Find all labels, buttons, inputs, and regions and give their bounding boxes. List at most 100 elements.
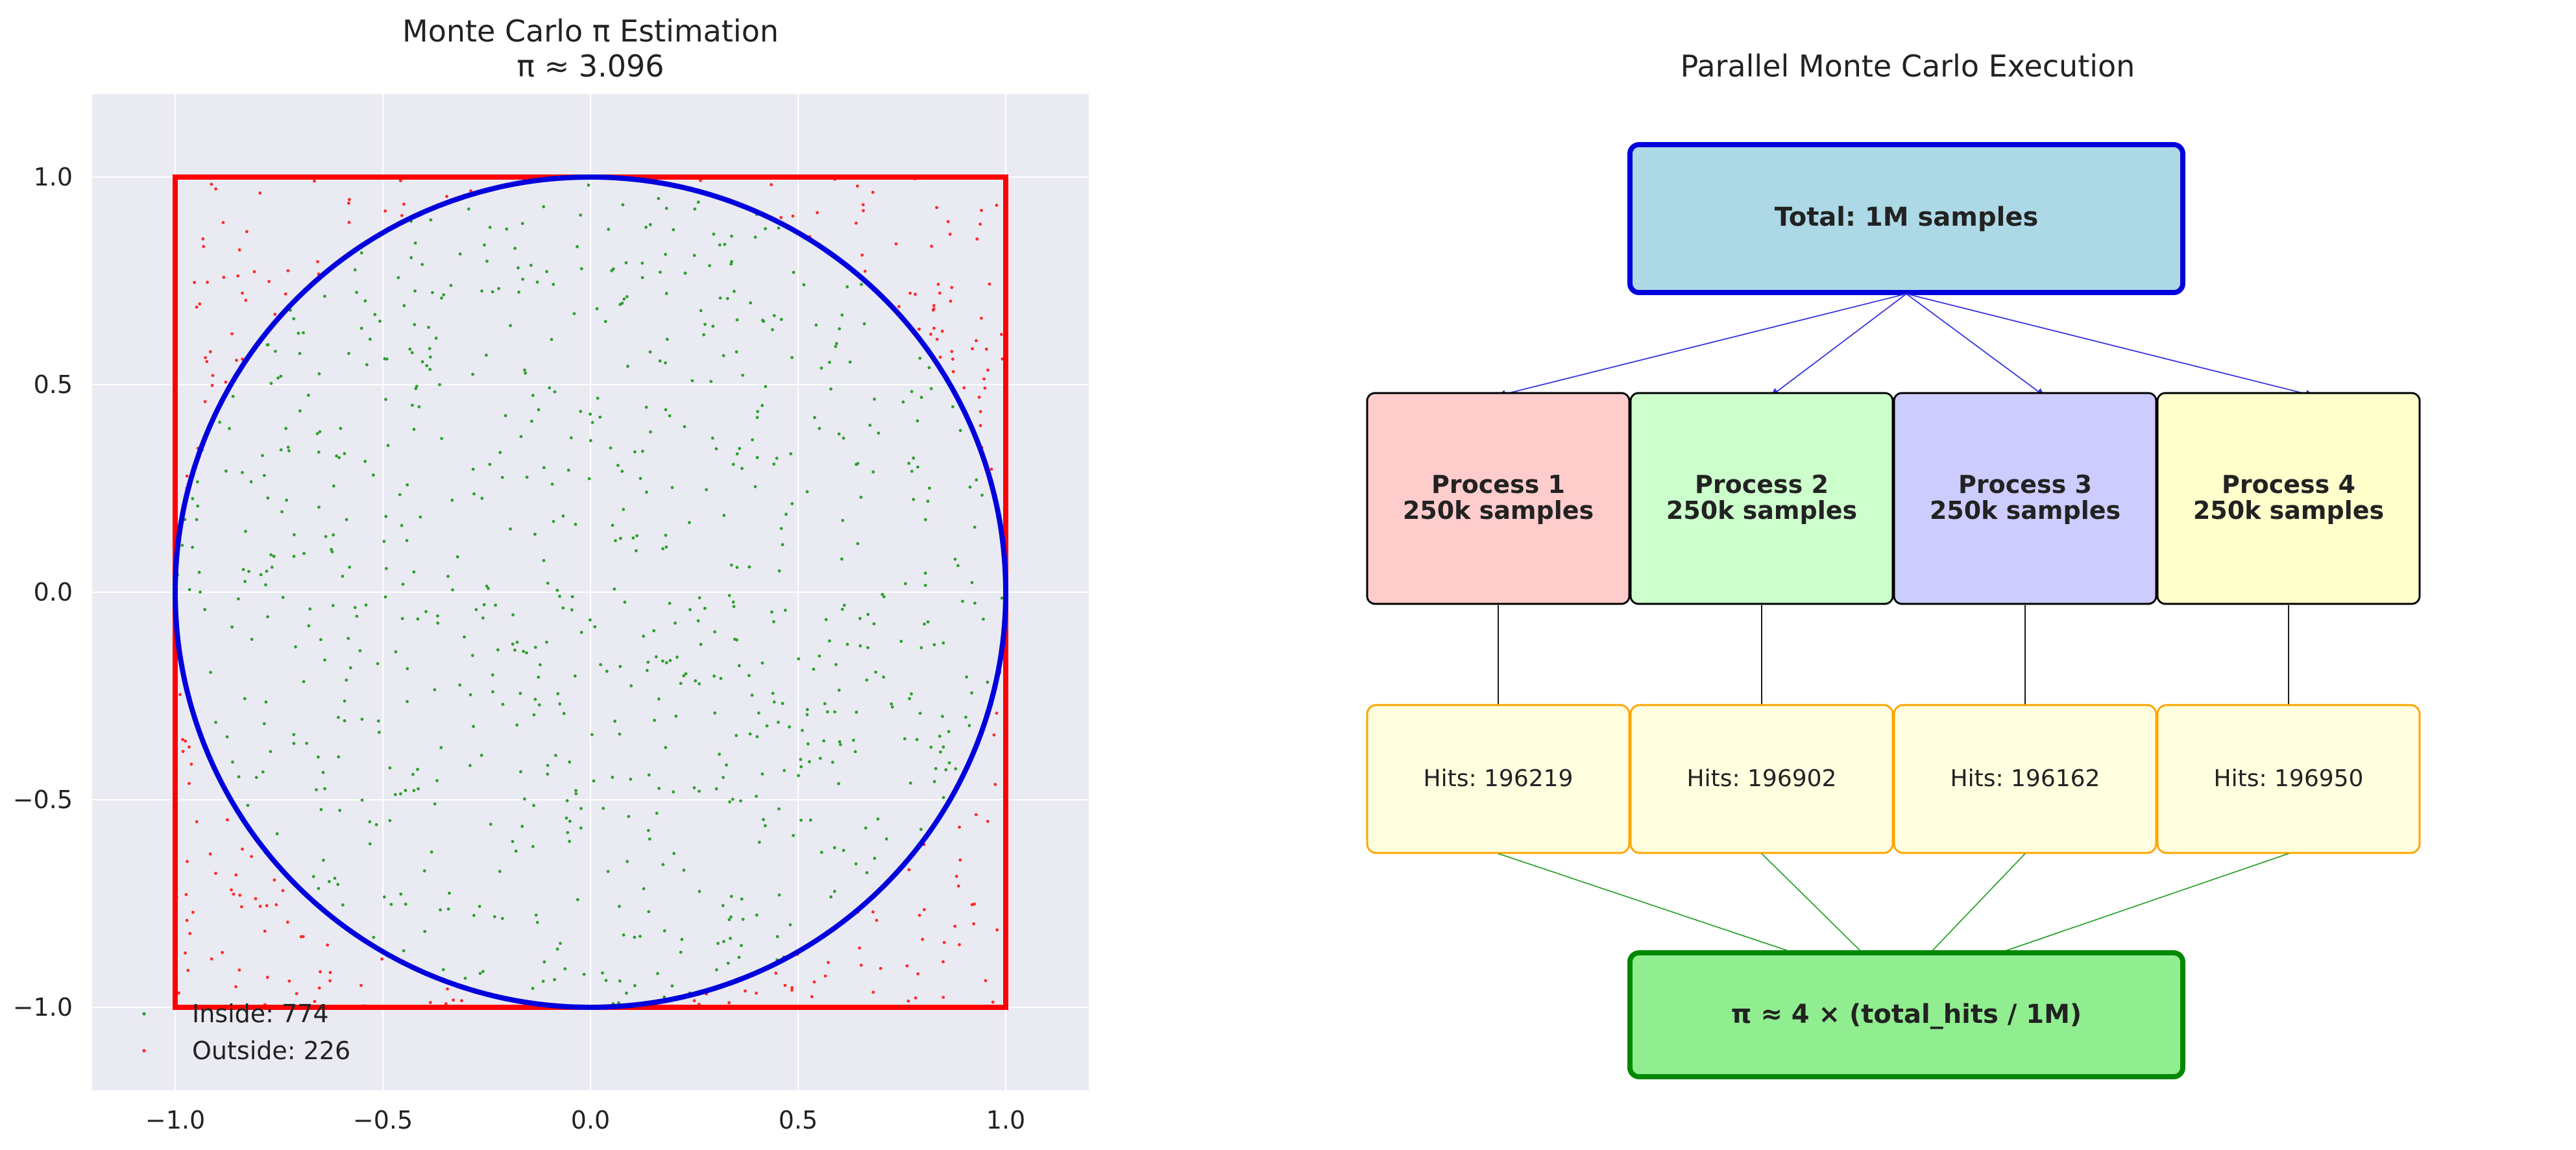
- inside-point: [401, 582, 405, 586]
- inside-point: [858, 644, 862, 648]
- inside-point: [517, 291, 520, 294]
- inside-point: [530, 420, 533, 423]
- fanout-arrow-1: [1497, 293, 1907, 398]
- inside-point: [511, 642, 515, 646]
- inside-point: [799, 765, 803, 769]
- inside-point: [294, 645, 297, 649]
- total-samples-label: Total: 1M samples: [1775, 202, 2039, 232]
- inside-point: [337, 755, 341, 759]
- inside-point: [664, 746, 668, 749]
- inside-point: [353, 606, 357, 610]
- inside-point: [368, 820, 372, 824]
- x-tick-label: 1.0: [986, 1106, 1025, 1134]
- inside-point: [545, 640, 548, 644]
- outside-point: [907, 868, 911, 872]
- inside-point: [348, 666, 352, 669]
- inside-point: [472, 914, 476, 917]
- inside-point: [225, 735, 229, 739]
- outside-point: [284, 292, 287, 296]
- inside-point: [516, 266, 520, 270]
- inside-point: [511, 839, 515, 843]
- outside-point: [177, 991, 180, 995]
- inside-point: [322, 858, 325, 862]
- inside-point: [269, 750, 273, 753]
- outside-point: [258, 191, 262, 195]
- inside-point: [779, 527, 783, 531]
- outside-point: [185, 918, 189, 922]
- inside-point: [406, 483, 409, 486]
- inside-point: [579, 826, 583, 830]
- inside-point: [317, 450, 321, 454]
- inside-point: [400, 617, 404, 621]
- inside-point: [345, 678, 348, 682]
- inside-point: [471, 654, 474, 657]
- inside-point: [668, 601, 672, 605]
- inside-point: [561, 606, 565, 610]
- inside-point: [805, 708, 809, 712]
- inside-point: [533, 645, 537, 649]
- inside-point: [555, 947, 559, 951]
- inside-point: [458, 683, 462, 687]
- inside-point: [284, 427, 287, 430]
- inside-point: [882, 595, 886, 599]
- inside-point: [570, 595, 574, 599]
- y-axis-ticks: 1.0 0.5 0.0 −0.5 −1.0: [13, 163, 73, 1022]
- inside-point: [244, 529, 247, 533]
- parallel-diagram: Parallel Monte Carlo Execution Total: 1M…: [1366, 49, 2421, 1079]
- inside-point: [372, 935, 376, 939]
- inside-point: [332, 533, 335, 537]
- inside-point: [414, 387, 418, 390]
- inside-point: [679, 682, 683, 686]
- inside-point: [410, 351, 414, 355]
- outside-point: [181, 737, 184, 741]
- inside-point: [411, 403, 414, 407]
- inside-point: [337, 456, 341, 459]
- outside-point: [326, 943, 330, 947]
- inside-point: [818, 427, 821, 430]
- fanout-arrow-2: [1770, 293, 1907, 396]
- outside-point: [917, 913, 921, 917]
- outside-point: [986, 820, 990, 823]
- inside-point: [348, 566, 352, 569]
- inside-point: [646, 829, 650, 832]
- inside-point: [735, 734, 738, 737]
- inside-point: [572, 312, 576, 315]
- inside-point: [196, 504, 200, 508]
- inside-point: [618, 732, 622, 736]
- inside-point: [729, 262, 733, 266]
- inside-point: [855, 710, 858, 714]
- inside-point: [419, 515, 422, 519]
- outside-point: [978, 424, 982, 427]
- outside-point: [983, 387, 987, 390]
- inside-point: [638, 935, 642, 938]
- inside-point: [968, 485, 972, 489]
- inside-point: [664, 206, 668, 210]
- inside-point: [670, 984, 674, 988]
- inside-point: [664, 533, 668, 537]
- outside-point: [992, 733, 996, 737]
- outside-point: [347, 201, 350, 205]
- inside-point: [323, 294, 326, 298]
- inside-point: [269, 381, 273, 385]
- inside-point: [446, 575, 450, 578]
- inside-point: [524, 371, 528, 375]
- outside-point: [208, 350, 212, 353]
- inside-point: [747, 674, 751, 677]
- outside-point: [935, 337, 939, 341]
- inside-point: [565, 816, 568, 820]
- inside-point: [218, 420, 221, 424]
- outside-point: [265, 976, 269, 979]
- outside-point: [931, 308, 935, 312]
- outside-point: [744, 989, 747, 993]
- inside-point: [755, 913, 759, 917]
- inside-point: [740, 897, 744, 901]
- inside-point: [626, 365, 629, 368]
- inside-point: [504, 414, 507, 418]
- outside-point: [313, 1000, 317, 1003]
- inside-point: [823, 702, 827, 706]
- inside-point: [662, 929, 666, 933]
- inside-point: [497, 287, 500, 291]
- inside-point: [569, 436, 573, 440]
- inside-point: [741, 374, 744, 377]
- inside-point: [463, 976, 467, 980]
